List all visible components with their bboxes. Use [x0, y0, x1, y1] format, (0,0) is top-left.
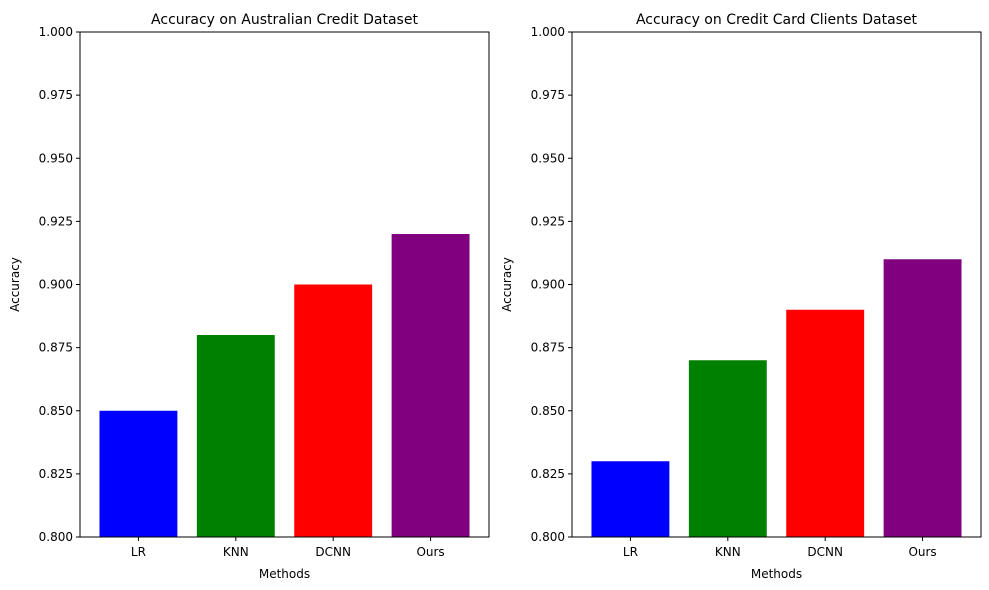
- y-tick-label: 0.925: [531, 214, 565, 228]
- x-tick-label: LR: [131, 545, 146, 559]
- bar-dcnn: [294, 284, 373, 537]
- x-tick-label: DCNN: [315, 545, 351, 559]
- x-tick-label: DCNN: [807, 545, 843, 559]
- y-tick-label: 0.825: [39, 467, 73, 481]
- y-tick-label: 0.850: [39, 404, 73, 418]
- chart-title: Accuracy on Australian Credit Dataset: [151, 12, 418, 28]
- x-tick-label: LR: [623, 545, 638, 559]
- y-tick-label: 1.000: [531, 25, 565, 39]
- bar-knn: [196, 335, 275, 537]
- x-tick-label: Ours: [416, 545, 444, 559]
- bar-dcnn: [786, 309, 865, 537]
- bar-ours: [883, 259, 962, 537]
- y-tick-label: 0.975: [531, 88, 565, 102]
- y-tick-label: 0.925: [39, 214, 73, 228]
- x-axis-label: Methods: [751, 567, 802, 581]
- chart-credit-card-clients: 0.800 0.825 0.850 0.875 0.900 0.925 0.950 0.975…: [500, 12, 982, 581]
- y-axis-label: Accuracy: [500, 257, 514, 312]
- y-tick-label: 0.975: [39, 88, 73, 102]
- x-tick-label: KNN: [223, 545, 249, 559]
- chart-australian-credit: 0.800 0.825 0.850 0.875 0.900 0.925 0.950 0.975…: [8, 12, 490, 581]
- y-tick-label: 0.950: [39, 151, 73, 165]
- y-tick-label: 1.000: [39, 25, 73, 39]
- bar-knn: [688, 360, 767, 537]
- y-tick-label: 0.875: [531, 341, 565, 355]
- bar-lr: [99, 410, 178, 537]
- y-tick-label: 0.950: [531, 151, 565, 165]
- y-tick-label: 0.900: [531, 278, 565, 292]
- y-tick-label: 0.850: [531, 404, 565, 418]
- x-tick-label: KNN: [715, 545, 741, 559]
- y-tick-label: 0.800: [531, 530, 565, 544]
- chart-title: Accuracy on Credit Card Clients Dataset: [636, 12, 918, 28]
- y-axis-label: Accuracy: [8, 257, 22, 312]
- y-tick-label: 0.900: [39, 278, 73, 292]
- y-tick-label: 0.825: [531, 467, 565, 481]
- x-axis-label: Methods: [259, 567, 310, 581]
- x-tick-label: Ours: [908, 545, 936, 559]
- y-tick-label: 0.875: [39, 341, 73, 355]
- bar-ours: [391, 234, 470, 537]
- bar-lr: [591, 461, 670, 537]
- y-tick-label: 0.800: [39, 530, 73, 544]
